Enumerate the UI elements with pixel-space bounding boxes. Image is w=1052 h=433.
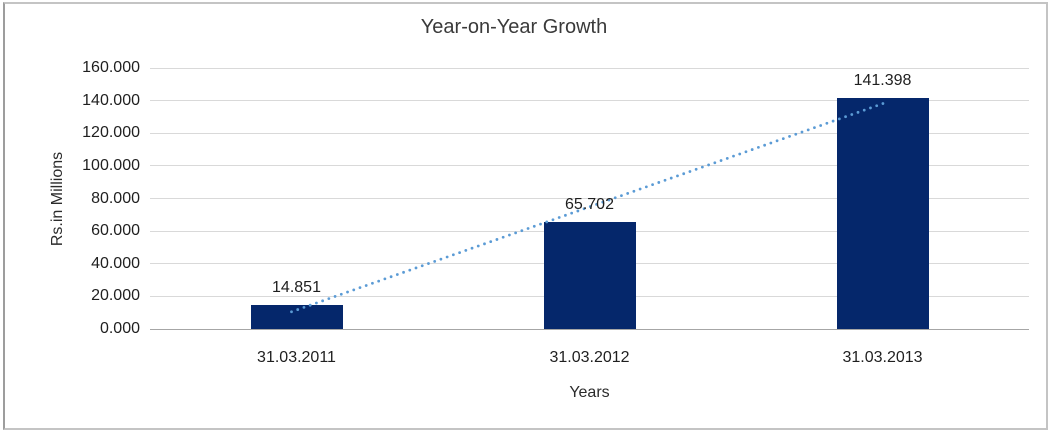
y-tick-label: 60.000	[91, 222, 140, 240]
x-tick-label: 31.03.2013	[842, 349, 923, 366]
gridline	[150, 329, 1029, 330]
y-tick-label: 100.000	[82, 156, 140, 174]
bar-value-label: 14.851	[272, 278, 321, 296]
y-tick-label: 80.000	[91, 189, 140, 207]
x-tick-label: 31.03.2011	[257, 349, 336, 366]
bar	[250, 304, 343, 329]
x-tick-label: 31.03.2012	[549, 349, 630, 366]
gridline	[150, 67, 1029, 69]
y-tick-label: 20.000	[91, 287, 140, 305]
y-tick-label: 0.000	[99, 320, 140, 337]
gridline	[150, 132, 1029, 134]
y-tick-label: 120.000	[82, 124, 140, 142]
bar-value-label: 141.398	[853, 72, 912, 90]
y-tick-label: 140.000	[82, 91, 140, 109]
trendline-dotted-line	[290, 101, 885, 314]
trendline	[290, 101, 885, 314]
bar	[836, 98, 929, 329]
bar	[543, 221, 636, 329]
y-tick-label: 40.000	[91, 254, 140, 272]
gridline	[150, 100, 1029, 102]
x-axis-title: Years	[569, 384, 610, 401]
bar-value-label: 65.702	[565, 195, 614, 213]
chart-title: Year-on-Year Growth	[420, 16, 608, 38]
gridline	[150, 198, 1029, 199]
plot-area: 14.851 65.702 141.398	[150, 67, 1029, 330]
y-tick-label: 160.000	[82, 59, 140, 76]
gridline	[150, 165, 1029, 167]
